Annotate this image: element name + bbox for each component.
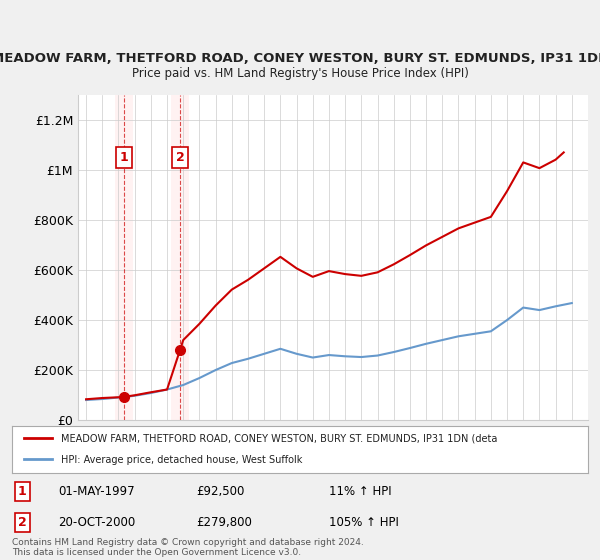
Text: 2: 2 xyxy=(18,516,26,529)
Text: 20-OCT-2000: 20-OCT-2000 xyxy=(58,516,136,529)
Text: Contains HM Land Registry data © Crown copyright and database right 2024.
This d: Contains HM Land Registry data © Crown c… xyxy=(12,538,364,557)
Text: Price paid vs. HM Land Registry's House Price Index (HPI): Price paid vs. HM Land Registry's House … xyxy=(131,67,469,81)
Bar xyxy=(171,95,189,420)
Text: 01-MAY-1997: 01-MAY-1997 xyxy=(58,485,135,498)
Text: 11% ↑ HPI: 11% ↑ HPI xyxy=(329,485,391,498)
Text: 2: 2 xyxy=(176,151,184,164)
Text: 105% ↑ HPI: 105% ↑ HPI xyxy=(329,516,398,529)
Bar xyxy=(115,95,133,420)
Bar xyxy=(123,95,125,420)
Text: MEADOW FARM, THETFORD ROAD, CONEY WESTON, BURY ST. EDMUNDS, IP31 1DN (deta: MEADOW FARM, THETFORD ROAD, CONEY WESTON… xyxy=(61,433,497,444)
Text: HPI: Average price, detached house, West Suffolk: HPI: Average price, detached house, West… xyxy=(61,455,302,465)
Text: 1: 1 xyxy=(18,485,26,498)
Text: MEADOW FARM, THETFORD ROAD, CONEY WESTON, BURY ST. EDMUNDS, IP31 1DN: MEADOW FARM, THETFORD ROAD, CONEY WESTON… xyxy=(0,52,600,66)
Text: 1: 1 xyxy=(119,151,128,164)
Text: £279,800: £279,800 xyxy=(196,516,252,529)
Text: £92,500: £92,500 xyxy=(196,485,245,498)
